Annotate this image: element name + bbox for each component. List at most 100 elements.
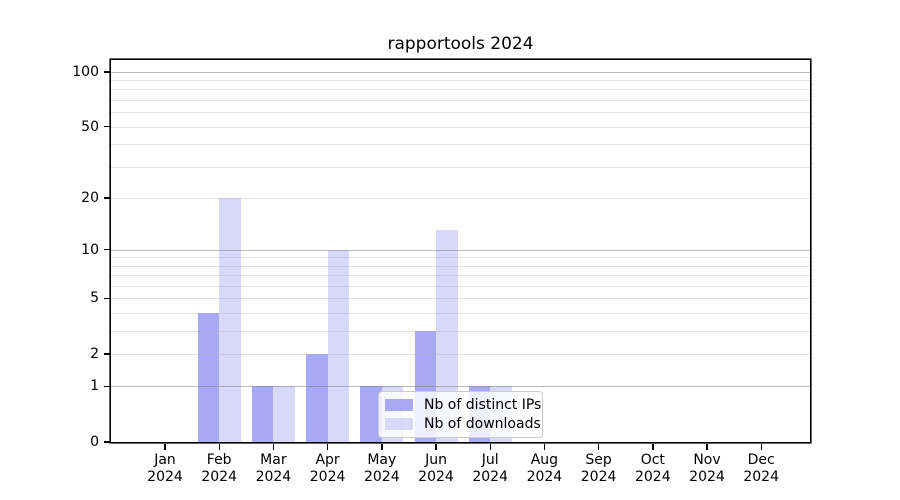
x-tick-year: 2024 <box>201 469 237 485</box>
gridline-minor <box>111 80 810 82</box>
x-tick-month: Apr <box>315 452 340 468</box>
x-tick-year: 2024 <box>526 469 563 485</box>
bar <box>360 386 382 442</box>
gridline-minor <box>111 257 810 259</box>
y-tick-mark <box>104 353 111 355</box>
y-tick-label: 1 <box>90 378 99 395</box>
bar <box>306 353 328 442</box>
y-tick-mark <box>104 441 111 443</box>
y-tick-mark <box>104 297 111 299</box>
x-tick-month: Aug <box>530 452 559 468</box>
legend-entry-distinct-ips: Nb of distinct IPs <box>385 397 541 413</box>
gridline-minor <box>111 144 810 146</box>
x-tick-year: 2024 <box>743 469 779 485</box>
x-tick-mark <box>272 443 275 450</box>
x-tick-mark <box>760 443 762 450</box>
gridlines-layer <box>111 60 810 442</box>
bars-layer <box>111 60 810 442</box>
y-tick-mark <box>104 248 111 251</box>
y-tick-label: 50 <box>81 118 99 135</box>
x-tick-year: 2024 <box>255 469 292 485</box>
x-tick-label: Jun 2024 <box>401 452 471 486</box>
y-tick-mark <box>104 197 111 199</box>
gridline-minor <box>111 353 810 355</box>
x-tick-label: Nov 2024 <box>672 452 742 486</box>
y-tick-label: 100 <box>72 63 99 80</box>
bar <box>327 249 350 442</box>
x-tick-label: Sep 2024 <box>564 452 634 486</box>
gridline-minor <box>111 89 810 91</box>
gridline-major <box>111 386 810 388</box>
x-tick-month: Mar <box>260 452 287 468</box>
bar <box>251 386 274 442</box>
plot-area <box>111 60 810 442</box>
y-tick-label: 0 <box>90 434 99 450</box>
bar <box>273 386 295 442</box>
legend-label-distinct-ips: Nb of distinct IPs <box>424 397 542 414</box>
x-tick-month: Nov <box>693 452 721 468</box>
x-tick-mark <box>597 443 600 450</box>
x-tick-label: Jan 2024 <box>130 452 200 486</box>
x-tick-year: 2024 <box>580 469 617 485</box>
gridline-major <box>111 71 810 73</box>
x-tick-month: Oct <box>640 452 665 468</box>
bar <box>219 197 241 442</box>
gridline-minor <box>111 112 810 114</box>
x-tick-month: Dec <box>747 452 775 468</box>
x-tick-label: Aug 2024 <box>509 452 579 486</box>
legend-swatch-distinct-ips <box>385 399 413 412</box>
legend: Nb of distinct IPs Nb of downloads <box>378 391 543 438</box>
y-tick-mark <box>104 125 111 128</box>
y-tick-label: 5 <box>90 290 99 307</box>
chart-title: rapportools 2024 <box>387 34 534 54</box>
legend-swatch-downloads <box>385 417 413 430</box>
x-tick-mark <box>381 443 383 450</box>
bar <box>197 312 220 442</box>
x-tick-year: 2024 <box>418 469 454 485</box>
x-tick-mark <box>652 443 654 450</box>
x-tick-year: 2024 <box>689 469 725 485</box>
x-tick-year: 2024 <box>363 469 400 485</box>
x-tick-year: 2024 <box>309 469 346 485</box>
x-tick-mark <box>218 443 220 450</box>
x-tick-year: 2024 <box>472 469 508 485</box>
gridline-minor <box>111 126 810 128</box>
gridline-minor <box>111 298 810 300</box>
gridline-minor <box>111 330 810 332</box>
gridline-minor <box>111 166 810 168</box>
y-tick-label: 20 <box>81 189 99 206</box>
y-tick-label: 10 <box>81 241 99 258</box>
legend-entry-downloads: Nb of downloads <box>385 416 541 432</box>
x-tick-label: Dec 2024 <box>726 452 796 486</box>
x-tick-mark <box>489 443 491 450</box>
gridline-minor <box>111 312 810 314</box>
y-tick-mark <box>104 71 111 73</box>
y-tick-label: 2 <box>90 345 99 362</box>
x-tick-label: Apr 2024 <box>293 452 363 486</box>
gridline-minor <box>111 285 810 287</box>
x-tick-year: 2024 <box>147 469 183 485</box>
x-tick-month: Feb <box>206 452 232 468</box>
x-tick-mark <box>706 443 708 450</box>
legend-label-downloads: Nb of downloads <box>424 415 541 432</box>
gridline-major <box>111 249 810 251</box>
x-tick-label: Mar 2024 <box>238 452 308 486</box>
x-tick-month: May <box>367 452 397 468</box>
bar <box>436 230 458 442</box>
x-tick-mark <box>543 443 546 450</box>
x-tick-mark <box>326 443 329 450</box>
y-tick-mark <box>104 385 111 388</box>
x-tick-month: Jan <box>154 452 176 468</box>
x-tick-month: Sep <box>585 452 612 468</box>
x-tick-month: Jul <box>481 452 499 468</box>
x-tick-mark <box>164 443 166 450</box>
x-tick-label: May 2024 <box>347 452 417 486</box>
gridline-minor <box>111 265 810 267</box>
x-tick-month: Jun <box>425 452 447 468</box>
gridline-minor <box>111 197 810 199</box>
gridline-minor <box>111 100 810 101</box>
x-tick-label: Jul 2024 <box>455 452 525 486</box>
x-tick-year: 2024 <box>634 469 671 485</box>
x-tick-label: Oct 2024 <box>618 452 688 486</box>
